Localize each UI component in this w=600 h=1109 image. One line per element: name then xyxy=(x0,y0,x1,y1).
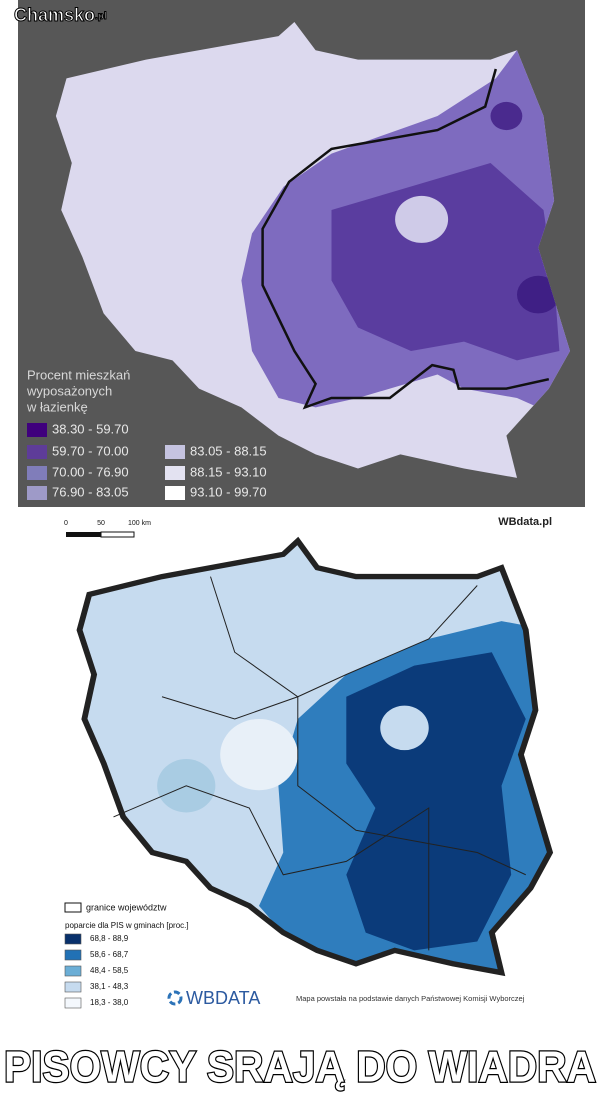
scale-bar: 0 50 100 km xyxy=(64,520,151,538)
legend-swatch xyxy=(64,933,82,945)
bottom-map xyxy=(80,541,550,986)
legend-title-line: wyposażonych xyxy=(26,383,112,398)
legend-swatch xyxy=(27,423,47,437)
boundary-swatch xyxy=(64,902,82,913)
legend-title-line: w łazienkę xyxy=(26,399,88,414)
boundary-legend: granice województw xyxy=(86,902,167,912)
bottom-legend: 68,8 - 88,9 58,6 - 68,7 48,4 - 58,5 38,1 - … xyxy=(64,933,129,1009)
legend-label: 70.00 - 76.90 xyxy=(52,464,129,479)
brand-name: WBDATA xyxy=(186,988,260,1008)
legend-swatch xyxy=(165,466,185,480)
source-logo: WBdata.pl xyxy=(498,516,552,528)
legend-swatch xyxy=(165,445,185,459)
legend-label: 38.30 - 59.70 xyxy=(52,421,129,436)
legend-swatch xyxy=(27,445,47,459)
legend-label: 58,6 - 68,7 xyxy=(90,950,129,959)
brand: WBDATA Mapa powstała na podstawie danych… xyxy=(167,988,525,1008)
legend-label: 48,4 - 58,5 xyxy=(90,966,129,975)
legend-swatch xyxy=(64,965,82,977)
legend-swatch xyxy=(27,466,47,480)
source-note: Mapa powstała na podstawie danych Państw… xyxy=(296,994,525,1003)
legend-title-line: Procent mieszkań xyxy=(27,367,130,382)
legend-swatch xyxy=(27,486,47,500)
top-map xyxy=(55,22,570,478)
legend-label: 38,1 - 48,3 xyxy=(90,982,129,991)
legend-label: 76.90 - 83.05 xyxy=(52,484,129,499)
caption: PISOWCY SRAJĄ DO WIADRA xyxy=(4,1043,596,1092)
legend-label: 83.05 - 88.15 xyxy=(190,443,267,458)
legend-swatch xyxy=(64,981,82,993)
watermark: Chamsko.pl xyxy=(14,5,107,25)
legend-label: 59.70 - 70.00 xyxy=(52,443,129,458)
scale-label: 0 xyxy=(64,520,68,527)
legend-label: 68,8 - 88,9 xyxy=(90,934,129,943)
legend-swatch xyxy=(165,486,185,500)
legend-swatch xyxy=(64,997,82,1009)
legend-swatch xyxy=(64,949,82,961)
scale-label: 50 xyxy=(97,520,105,527)
legend-label: 18,3 - 38,0 xyxy=(90,998,129,1007)
legend-title: poparcie dla PIS w gminach [proc.] xyxy=(65,921,189,930)
legend-label: 93.10 - 99.70 xyxy=(190,484,267,499)
scale-label: 100 km xyxy=(128,520,151,527)
legend-label: 88.15 - 93.10 xyxy=(190,464,267,479)
